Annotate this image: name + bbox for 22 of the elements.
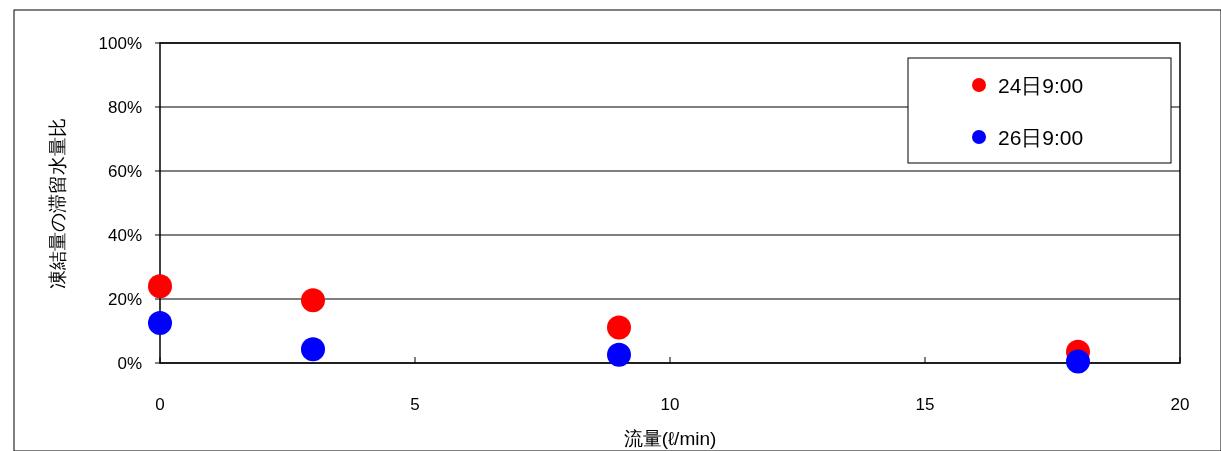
x-tick-label: 0 — [155, 395, 165, 414]
point — [148, 311, 172, 335]
point — [148, 274, 172, 299]
legend-label: 26日9:00 — [998, 126, 1084, 149]
y-tick-label: 100% — [98, 34, 142, 53]
legend-label: 24日9:00 — [998, 74, 1084, 97]
x-tick-label: 5 — [410, 395, 420, 414]
y-tick-label: 0% — [117, 354, 142, 373]
point — [301, 288, 325, 313]
x-tick-label: 15 — [915, 395, 935, 414]
x-axis-title: 流量(ℓ/min) — [623, 428, 717, 449]
x-tick-label: 10 — [660, 395, 680, 414]
y-tick-label: 20% — [107, 290, 142, 309]
y-tick-label: 80% — [107, 98, 142, 117]
y-tick-label: 40% — [107, 226, 142, 245]
y-axis-title: 凍結量の滞留水量比 — [47, 117, 68, 289]
point — [607, 315, 631, 340]
point — [301, 337, 325, 362]
y-tick-label: 60% — [107, 162, 142, 181]
point — [607, 342, 631, 367]
point — [1066, 349, 1090, 374]
x-tick-label: 20 — [1170, 395, 1190, 414]
